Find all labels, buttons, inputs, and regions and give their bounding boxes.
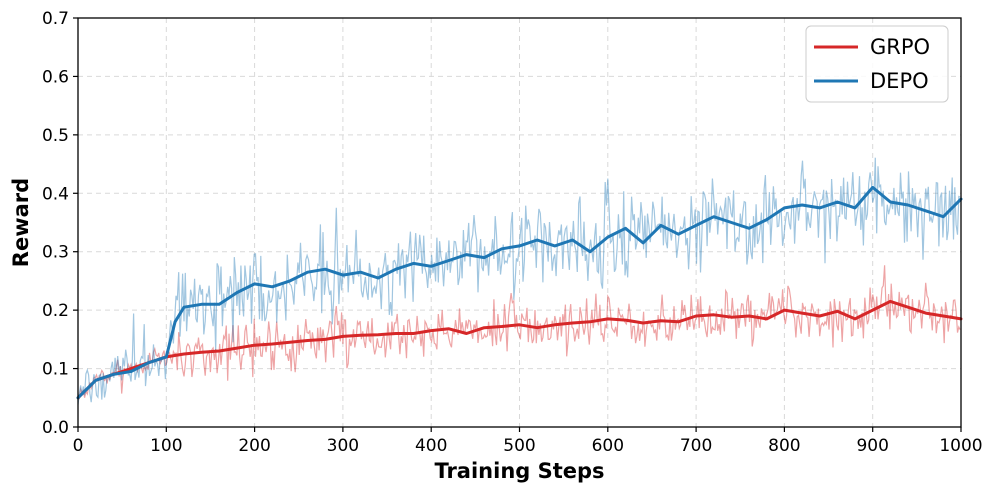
x-tick-label: 100 xyxy=(150,436,182,456)
x-tick-label: 300 xyxy=(327,436,359,456)
raw-series-layer xyxy=(77,157,961,405)
x-tick-label: 900 xyxy=(856,436,888,456)
y-tick-label: 0.7 xyxy=(42,9,69,29)
y-tick-label: 0.1 xyxy=(42,360,69,380)
legend-label-depo: DEPO xyxy=(870,69,929,93)
y-tick-label: 0.3 xyxy=(42,243,69,263)
smoothed-series-layer xyxy=(76,185,963,400)
x-tick-label: 200 xyxy=(238,436,270,456)
y-tick-label: 0.5 xyxy=(42,126,69,146)
y-tick-label: 0.4 xyxy=(42,184,69,204)
legend-box xyxy=(805,25,949,103)
x-tick-label: 800 xyxy=(768,436,800,456)
x-tick-label: 400 xyxy=(415,436,447,456)
smoothed-line-depo xyxy=(76,185,963,400)
raw-line-grpo xyxy=(77,265,961,400)
x-tick-label: 0 xyxy=(73,436,84,456)
x-tick-label: 700 xyxy=(680,436,712,456)
y-tick-label: 0.2 xyxy=(42,301,69,321)
x-axis-title: Training Steps xyxy=(434,459,604,483)
y-axis-title: Reward xyxy=(9,178,33,267)
y-tick-label: 0.6 xyxy=(42,67,69,87)
y-tick-label: 0.0 xyxy=(42,418,69,438)
smoothed-line-grpo xyxy=(76,299,963,400)
y-axis-ticks: 0.0 0.1 0.2 0.3 0.4 0.5 0.6 0.7 xyxy=(42,9,78,438)
x-tick-label: 1000 xyxy=(939,436,982,456)
raw-line-depo xyxy=(77,157,961,405)
legend-label-grpo: GRPO xyxy=(870,35,930,59)
x-tick-label: 600 xyxy=(592,436,624,456)
legend: GRPO DEPO xyxy=(805,25,949,103)
x-tick-label: 500 xyxy=(503,436,535,456)
x-axis-ticks: 0 100 200 300 400 500 600 700 800 900 1000 xyxy=(73,427,983,456)
